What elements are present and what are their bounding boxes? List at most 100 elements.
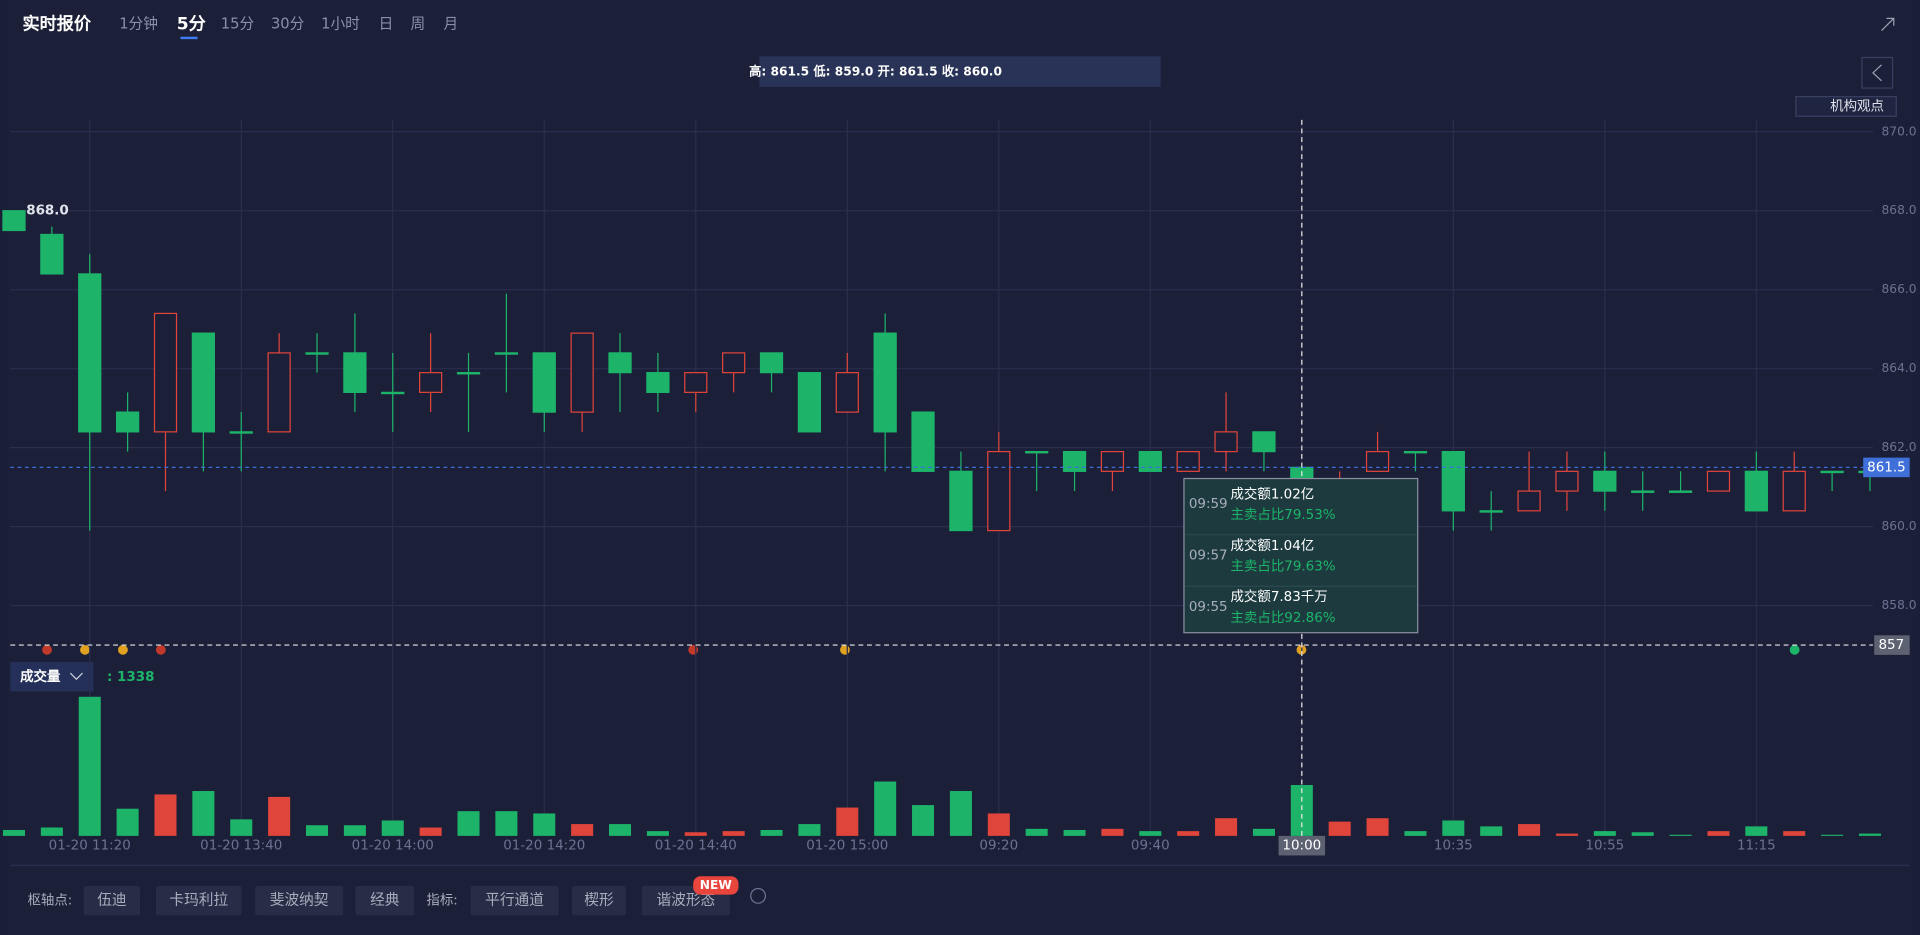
volume-bar — [912, 805, 935, 836]
y-tick-label: 870.0 — [1882, 124, 1917, 138]
candle-body — [1820, 470, 1844, 474]
volume-bar — [419, 827, 442, 836]
candle-body — [987, 450, 1011, 532]
volume-bar — [1858, 833, 1881, 836]
volume-bar — [268, 796, 291, 836]
pivot-button[interactable] — [355, 886, 415, 916]
y-tick-label: 862.0 — [1882, 440, 1917, 454]
indicator-button[interactable] — [572, 886, 626, 916]
crosshair-price-label: 857 — [1878, 638, 1904, 653]
candle-body — [532, 352, 556, 413]
max-price-label: 868.0 — [26, 204, 69, 219]
volume-bar — [836, 807, 859, 836]
candle-body — [1441, 450, 1465, 512]
last-price-label: 861.5 — [1867, 460, 1906, 475]
x-tick-label: 01-20 13:40 — [200, 839, 282, 854]
period-tab[interactable]: 30分 — [271, 15, 305, 32]
period-tab[interactable]: 日 — [379, 15, 394, 32]
volume-bar — [1783, 831, 1806, 836]
volume-bar — [1252, 828, 1275, 836]
candle-body — [267, 352, 291, 433]
pivot-button[interactable] — [255, 886, 344, 916]
crosshair-x-box — [1278, 835, 1326, 856]
period-tab[interactable]: 15分 — [221, 15, 255, 32]
tooltip-time: 09:59 — [1189, 497, 1228, 512]
indicator-button[interactable] — [470, 886, 559, 916]
volume-bar — [1177, 831, 1200, 836]
pivot-button[interactable] — [155, 886, 242, 916]
x-tick-label: 01-20 14:40 — [655, 839, 737, 854]
candle-body — [608, 352, 632, 374]
views-button[interactable] — [1795, 96, 1897, 117]
x-tick-label: 10:35 — [1434, 839, 1473, 854]
tooltip — [1183, 477, 1419, 634]
volume-bar — [495, 811, 518, 836]
volume-bar — [722, 831, 745, 836]
volume-bar — [533, 813, 556, 836]
y-tick-label: 868.0 — [1882, 203, 1917, 217]
pivot-button[interactable] — [83, 886, 141, 916]
pivot-text: 卡玛利拉 — [169, 892, 228, 909]
volume-bar — [2, 829, 25, 836]
candle-body — [722, 352, 746, 374]
volume-bar — [684, 832, 707, 836]
candle-body — [949, 470, 973, 532]
tooltip-amount: 成交额1.02亿 — [1230, 485, 1314, 502]
candle-body — [1214, 431, 1238, 453]
volume-bar — [949, 791, 972, 836]
period-tab[interactable]: 月 — [444, 15, 459, 32]
volume-bar — [1366, 818, 1389, 836]
volume-current: : 1338 — [107, 670, 155, 685]
pivot-label: 枢轴点: — [27, 893, 72, 909]
candle-body — [381, 391, 405, 395]
volume-bar — [1215, 818, 1238, 836]
crosshair-price-box — [1874, 635, 1910, 655]
period-tab[interactable]: 1小时 — [321, 15, 360, 32]
crosshair-x-label: 10:00 — [1282, 839, 1321, 854]
volume-bar — [874, 781, 897, 836]
help-icon[interactable] — [750, 887, 767, 904]
new-badge — [693, 876, 739, 895]
x-tick-label: 01-20 11:20 — [49, 839, 131, 854]
period-tab[interactable]: 5分 — [177, 14, 206, 34]
indicator-text: 谐波形态 — [657, 892, 716, 909]
volume-bar — [1745, 826, 1768, 836]
candle-body — [305, 352, 329, 355]
volume-bar — [760, 829, 783, 836]
volume-bar — [154, 794, 177, 836]
volume-bar — [192, 791, 215, 836]
volume-bar — [1593, 831, 1616, 836]
x-tick-label: 11:15 — [1737, 839, 1776, 854]
pivot-text: 斐波纳契 — [270, 892, 329, 909]
y-tick-label: 860.0 — [1882, 519, 1917, 533]
tooltip-ratio: 主卖占比79.63% — [1230, 559, 1335, 575]
tooltip-amount: 成交额1.04亿 — [1230, 537, 1314, 554]
candle-body — [1706, 470, 1731, 492]
period-tab[interactable]: 1分钟 — [119, 15, 158, 32]
pivot-text: 经典 — [370, 892, 400, 909]
candle-body — [1782, 470, 1806, 512]
candle-body — [78, 273, 102, 433]
candle-body — [1252, 431, 1276, 453]
indicator-text: 楔形 — [584, 892, 614, 909]
x-tick-label: 01-20 15:00 — [806, 839, 888, 854]
volume-bar — [1669, 834, 1692, 836]
collapse-icon[interactable] — [1881, 17, 1895, 32]
volume-bar — [1442, 820, 1465, 836]
volume-chevron — [69, 672, 83, 681]
candle-body — [646, 372, 670, 393]
volume-bar — [1025, 828, 1048, 836]
side-toggle[interactable] — [1861, 56, 1894, 89]
volume-bar — [40, 827, 63, 836]
pivot-text: 伍迪 — [97, 892, 127, 909]
info-bar — [759, 56, 1161, 87]
period-tab[interactable]: 周 — [411, 15, 426, 32]
candle-body — [191, 332, 215, 433]
candle-body — [873, 332, 897, 433]
candle-body — [1403, 450, 1428, 454]
candle-body — [456, 372, 481, 375]
indicator-label: 指标: — [426, 893, 457, 909]
candle-body — [115, 411, 140, 433]
volume-label: 成交量 — [20, 668, 61, 685]
volume-bar — [78, 696, 101, 836]
